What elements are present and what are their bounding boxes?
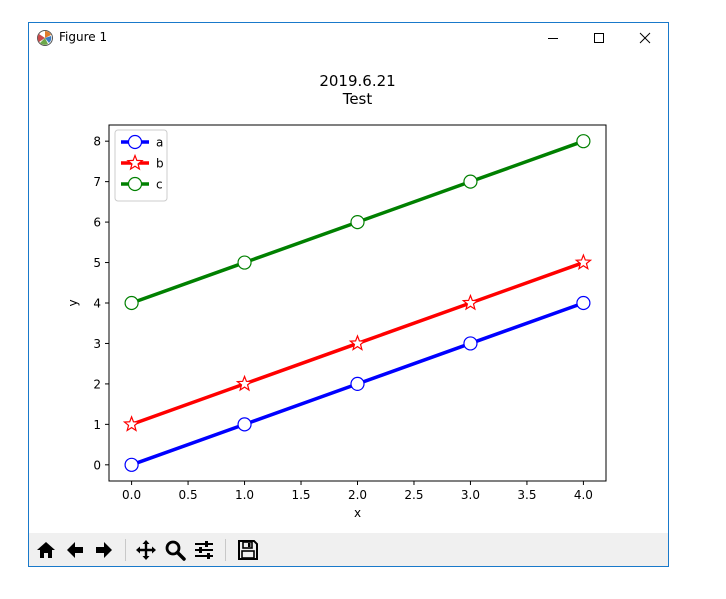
x-tick-label: 2.5 — [404, 488, 423, 502]
minimize-button[interactable] — [530, 23, 576, 53]
x-tick-label: 4.0 — [574, 488, 593, 502]
data-point-b — [461, 293, 480, 311]
chart-title-line: 2019.6.21 — [319, 72, 395, 90]
legend-marker-b — [126, 153, 144, 171]
y-tick-label: 2 — [93, 377, 101, 391]
y-axis-label: y — [66, 299, 80, 306]
minimize-icon — [548, 38, 558, 39]
x-tick-label: 0.5 — [179, 488, 198, 502]
legend-marker-a — [127, 134, 143, 150]
legend-label-a: a — [156, 136, 163, 150]
data-point-a — [124, 457, 139, 472]
figure-window: Figure 1 2019.6.21 Test 0.0 0.5 1.0 1.5 2.0 2.5… — [28, 22, 669, 567]
zoom-button[interactable] — [162, 537, 188, 563]
x-tick-label: 1.0 — [235, 488, 254, 502]
data-point-b — [122, 415, 141, 432]
data-point-c — [463, 174, 478, 189]
x-tick-label: 1.5 — [291, 488, 310, 502]
maximize-icon — [594, 33, 604, 43]
pan-button[interactable] — [133, 537, 159, 563]
x-tick-label: 0.0 — [122, 488, 141, 502]
data-point-c — [576, 134, 591, 149]
legend-label-c: c — [156, 178, 163, 192]
pan-icon — [136, 540, 156, 560]
y-tick-label: 0 — [93, 458, 101, 472]
data-point-b — [574, 253, 593, 270]
data-point-b — [348, 334, 367, 351]
back-arrow-icon — [67, 542, 83, 558]
data-point-c — [350, 214, 365, 230]
zoom-icon — [165, 540, 186, 561]
forward-arrow-icon — [96, 542, 112, 558]
y-tick-label: 8 — [93, 135, 101, 149]
y-tick-label: 7 — [93, 175, 101, 189]
y-tick-label: 5 — [93, 256, 101, 270]
legend-label-b: b — [156, 157, 164, 171]
x-tick-label: 3.0 — [461, 488, 480, 502]
data-point-c — [237, 255, 252, 270]
save-icon — [238, 540, 258, 560]
maximize-button[interactable] — [576, 23, 622, 53]
window-title: Figure 1 — [59, 30, 108, 44]
chart-title-line: Test — [342, 90, 373, 108]
toolbar-separator — [125, 539, 126, 561]
x-tick-label: 2.0 — [348, 488, 367, 502]
home-button[interactable] — [33, 537, 59, 563]
plot-frame — [108, 124, 607, 482]
save-button[interactable] — [235, 537, 261, 563]
data-point-a — [237, 417, 252, 432]
figure-canvas[interactable]: 2019.6.21 Test 0.0 0.5 1.0 1.5 2.0 2.5 3.0 3.5 4.0… — [29, 53, 668, 533]
legend-marker-c — [127, 176, 143, 192]
matplotlib-icon — [37, 30, 53, 46]
data-point-c — [124, 295, 139, 311]
data-point-b — [235, 374, 254, 392]
configure-subplots-button[interactable] — [191, 537, 217, 563]
subplots-configure-icon — [195, 541, 213, 559]
y-tick-label: 6 — [93, 216, 101, 230]
y-tick-label: 3 — [93, 337, 101, 351]
home-icon — [37, 542, 55, 558]
close-icon — [639, 32, 651, 44]
toolbar-separator — [225, 539, 226, 561]
close-button[interactable] — [622, 23, 668, 53]
data-point-a — [576, 295, 591, 311]
forward-button[interactable] — [91, 537, 117, 563]
data-point-a — [463, 336, 478, 351]
navigation-toolbar — [29, 533, 668, 566]
x-tick-label: 3.5 — [517, 488, 536, 502]
back-button[interactable] — [62, 537, 88, 563]
x-axis-label: x — [354, 506, 361, 520]
y-tick-label: 1 — [93, 418, 101, 432]
title-bar[interactable]: Figure 1 — [29, 23, 668, 53]
data-point-a — [350, 376, 365, 392]
y-tick-label: 4 — [93, 297, 101, 311]
